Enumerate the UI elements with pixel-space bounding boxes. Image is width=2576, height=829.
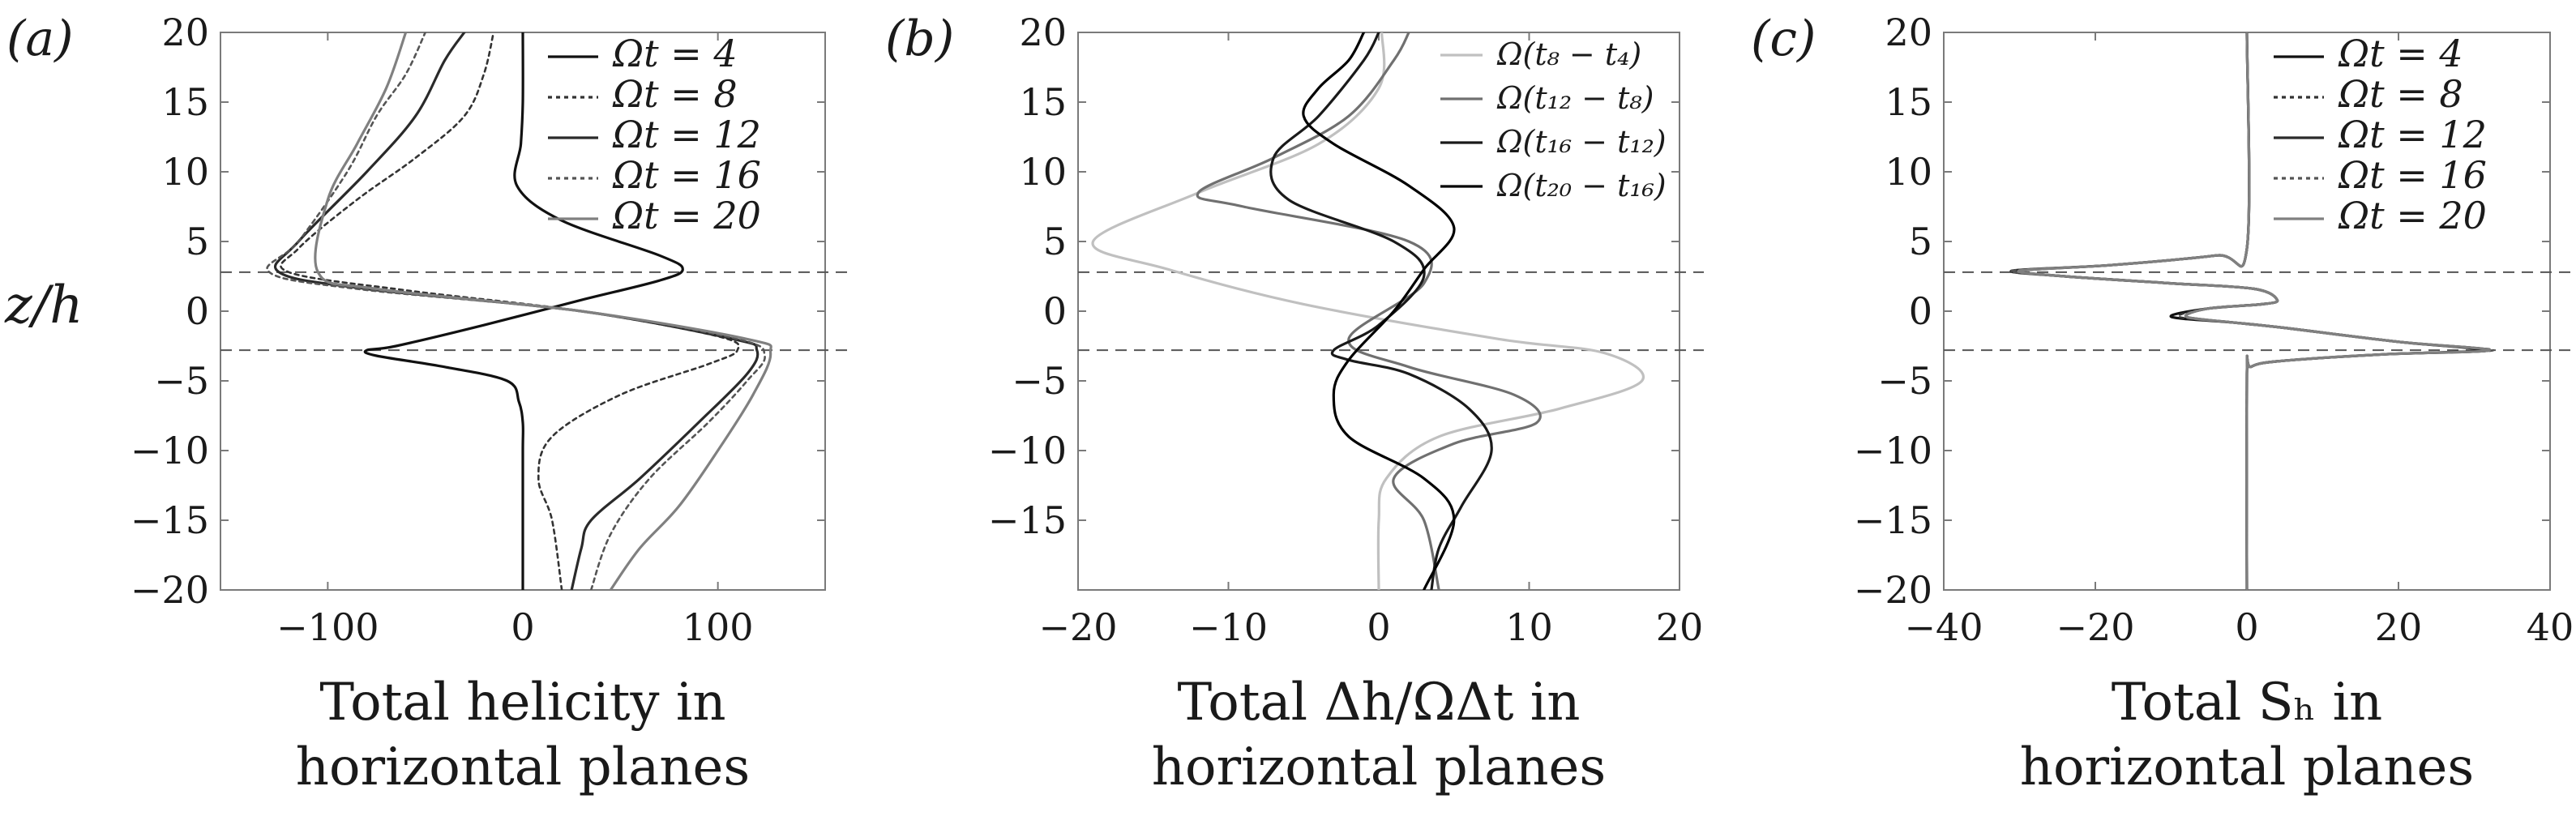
- y-tick-label: −15: [1854, 498, 1932, 542]
- x-axis-label: horizontal planes: [1152, 737, 1607, 797]
- x-axis-label: Total Sₕ in: [2112, 673, 2383, 733]
- panel-b: (b) 20 15 10 5 0 −5 −10 −15 −20 −10 0 10 20 Ω(t₈ − t₄)…: [885, 11, 1704, 797]
- y-tick-label: −5: [1877, 359, 1932, 403]
- legend-label: Ω(t₈ − t₄): [1496, 36, 1641, 72]
- y-tick-label: 10: [1019, 150, 1067, 194]
- x-tick-label: −10: [1189, 605, 1268, 649]
- y-tick-label: −5: [154, 359, 209, 403]
- y-tick-label: −15: [131, 498, 209, 542]
- series-line: [363, 32, 684, 590]
- series-line: [314, 32, 772, 590]
- legend-label: Ωt = 12: [2338, 113, 2487, 156]
- series-line: [2017, 32, 2491, 590]
- y-tick-label: −20: [131, 568, 209, 612]
- y-tick-label: 10: [1885, 150, 1932, 194]
- x-tick-label: 100: [683, 605, 754, 649]
- legend-label: Ω(t₂₀ − t₁₆): [1496, 168, 1667, 203]
- x-tick-label: 0: [511, 605, 534, 649]
- y-tick-label: 5: [1909, 220, 1932, 263]
- y-tick-label: 20: [1885, 11, 1932, 54]
- series-line: [1091, 32, 1645, 590]
- legend-label: Ω(t₁₂ − t₈): [1496, 80, 1654, 116]
- y-tick-label: −5: [1012, 359, 1067, 403]
- panel-label: (b): [885, 11, 954, 67]
- legend-label: Ωt = 20: [2338, 194, 2487, 237]
- y-tick-label: 15: [1019, 80, 1067, 124]
- legend-label: Ωt = 16: [612, 153, 761, 197]
- legend-label: Ωt = 4: [2338, 32, 2463, 75]
- y-tick-label: −20: [1854, 568, 1932, 612]
- y-tick-label: 20: [1019, 11, 1067, 54]
- legend-label: Ωt = 16: [2338, 153, 2487, 197]
- y-tick-label: 15: [161, 80, 209, 124]
- panel-label: (c): [1751, 11, 1816, 67]
- x-tick-label: 0: [1367, 605, 1390, 649]
- y-tick-label: −10: [131, 429, 209, 472]
- x-tick-label: 0: [2235, 605, 2258, 649]
- x-tick-label: 10: [1505, 605, 1553, 649]
- y-tick-label: 20: [161, 11, 209, 54]
- x-axis-label: Total helicity in: [319, 673, 725, 733]
- x-tick-label: 20: [1656, 605, 1704, 649]
- x-tick-label: −100: [276, 605, 379, 649]
- legend-label: Ωt = 8: [612, 72, 738, 116]
- legend-label: Ωt = 4: [612, 32, 738, 75]
- x-axis-label: horizontal planes: [2020, 737, 2475, 797]
- y-tick-label: 0: [1043, 289, 1067, 333]
- y-tick-label: 0: [1909, 289, 1932, 333]
- series-line: [1196, 32, 1542, 590]
- series-line: [1269, 32, 1493, 590]
- legend-label: Ωt = 12: [612, 113, 761, 156]
- panel-label: (a): [6, 11, 74, 67]
- x-tick-label: −20: [2056, 605, 2134, 649]
- legend-label: Ω(t₁₆ − t₁₂): [1496, 124, 1667, 160]
- x-tick-label: −20: [1038, 605, 1117, 649]
- y-tick-label: 5: [1043, 220, 1067, 263]
- x-tick-label: 20: [2375, 605, 2423, 649]
- y-tick-label: −10: [988, 429, 1067, 472]
- y-tick-label: −15: [988, 498, 1067, 542]
- x-axis-label: horizontal planes: [296, 737, 751, 797]
- y-tick-label: 5: [186, 220, 209, 263]
- legend-label: Ωt = 8: [2338, 72, 2463, 116]
- x-tick-label: 40: [2527, 605, 2574, 649]
- y-tick-label: 10: [161, 150, 209, 194]
- y-tick-label: 0: [186, 289, 209, 333]
- legend-label: Ωt = 20: [612, 194, 761, 237]
- x-axis-label: Total Δh/ΩΔt in: [1178, 673, 1581, 733]
- y-tick-label: 15: [1885, 80, 1932, 124]
- series-line: [1302, 32, 1456, 590]
- x-tick-label: −40: [1904, 605, 1983, 649]
- y-tick-label: −10: [1854, 429, 1932, 472]
- shared-y-axis-label: z/h: [4, 276, 83, 335]
